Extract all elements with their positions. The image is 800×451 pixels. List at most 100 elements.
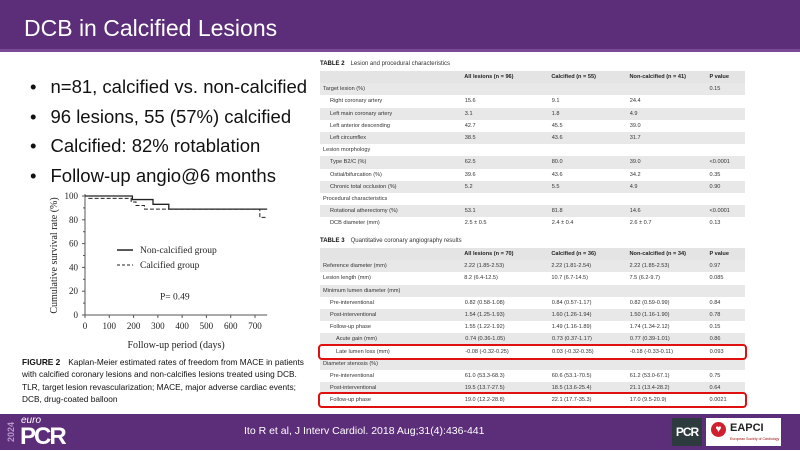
column-header: P value <box>709 251 729 258</box>
bullet-item: 96 lesions, 55 (57%) calcified <box>30 106 307 136</box>
x-tick-label: 500 <box>200 321 214 331</box>
x-tick-label: 100 <box>103 321 117 331</box>
table-cell: 2.22 (1.81-2.54) <box>551 263 592 270</box>
table-header-row: All lesions (n = 96) Calcified (n = 55) No… <box>320 71 745 84</box>
table-cell: 0.75 <box>709 372 721 379</box>
y-tick-label: 60 <box>69 239 79 249</box>
table-cell: 2.6 ± 0.7 <box>629 220 652 227</box>
table-3: TABLE 3 Quantitative coronary angiography… <box>318 238 747 409</box>
table-cell: 0.64 <box>709 385 721 392</box>
table-cell: 42.7 <box>464 122 476 129</box>
table-cell: 2.4 ± 0.4 <box>551 220 574 227</box>
table-cell: 19.5 (13.7-27.5) <box>464 385 505 392</box>
caption-text: Kaplan-Meier estimated rates of freedom … <box>22 357 304 405</box>
series-line-calcified <box>85 195 268 218</box>
table-row: Lesion morphology <box>320 144 745 156</box>
table-cell: Pre-interventional <box>330 299 374 306</box>
eapci-subtitle: European Society of Cardiology <box>730 437 780 441</box>
table-cell: 5.5 <box>551 183 560 190</box>
table-caption: TABLE 2 Lesion and procedural characteris… <box>320 61 745 71</box>
table-cell: Follow-up phase <box>330 397 372 404</box>
table-cell: 0.73 (0.37-1.17) <box>552 336 592 343</box>
table-cell: Lesion length (mm) <box>323 275 371 282</box>
table-cell: Ostial/bifurcation (%) <box>330 171 382 178</box>
table-cell: 0.15 <box>709 86 721 93</box>
table-cell: 1.50 (1.16-1.90) <box>629 312 670 319</box>
table-row: Post-interventional 1.54 (1.25-1.93) 1.60 … <box>320 308 745 322</box>
table-cell: 60.6 (53.1-70.5) <box>551 372 592 379</box>
table-cell: 0.78 <box>709 312 721 319</box>
table-label: TABLE 2 <box>320 61 345 67</box>
table-row: Reference diameter (mm) 2.22 (1.85-2.53) 2… <box>320 260 745 273</box>
table-cell: -0.08 (-0.32-0.25) <box>465 348 509 355</box>
table-cell: 53.1 <box>464 208 476 215</box>
table-cell: 8.2 (6.4-12.5) <box>464 275 498 282</box>
table-cell: 2.22 (1.85-2.53) <box>629 263 670 270</box>
table-cell: Left main coronary artery <box>330 110 393 117</box>
table-row: Acute gain (mm) 0.74 (0.36-1.05) 0.73 (0.3… <box>320 333 745 346</box>
table-cell: 0.90 <box>709 183 721 190</box>
table-cell: 9.1 <box>551 98 560 105</box>
table-cell: Post-interventional <box>330 385 377 392</box>
eapci-logo: ♥ EAPCI European Society of Cardiology <box>706 418 781 446</box>
table-row: Minimum lumen diameter (mm) <box>320 284 745 297</box>
table-cell: Procedural characteristics <box>323 195 388 202</box>
p-value-annotation: P= 0.49 <box>160 293 190 303</box>
table-cell: Diameter stenosis (%) <box>323 360 379 367</box>
table-cell: DCB diameter (mm) <box>330 220 380 227</box>
table-cell: 1.74 (1.34-2.12) <box>629 324 670 331</box>
slide-header: DCB in Calcified Lesions <box>0 0 800 52</box>
x-axis-label: Follow-up period (days) <box>127 340 224 351</box>
table-cell: 0.82 (0.59-0.99) <box>629 299 670 306</box>
table-cell: 22.1 (17.7-35.3) <box>551 397 592 404</box>
slide-footer: 2024 euro PCR Ito R et al, J Interv Card… <box>0 414 800 450</box>
table-row: Chronic total occlusion (%) 5.2 5.5 4.9 0.90 <box>320 180 745 193</box>
table-row: Right coronary artery 15.6 9.1 24.4 <box>320 95 745 107</box>
bullet-item: Calcified: 82% rotablation <box>30 135 307 165</box>
table-cell: Rotational atherectomy (%) <box>330 208 398 215</box>
table-row: Late lumen loss (mm) -0.08 (-0.32-0.25) 0.… <box>318 343 747 360</box>
eapci-name: EAPCI <box>730 422 764 434</box>
table-cell: 81.8 <box>551 208 563 215</box>
pcr-badge-logo: PCR <box>672 418 702 446</box>
kaplan-meier-chart: 0 20 40 60 80 100 0 100 200 300 400 500 600 700 Follow… <box>49 191 268 351</box>
table-row: Pre-interventional 0.82 (0.58-1.08) 0.84 (… <box>320 297 745 309</box>
table-cell: Type B2/C (%) <box>330 159 367 166</box>
table-cell: Acute gain (mm) <box>336 336 378 343</box>
table-row: Type B2/C (%) 62.5 80.0 39.0 <0.0001 <box>320 156 745 169</box>
table-row: Target lesion (%) 0.15 <box>320 83 745 96</box>
table-cell: 3.1 <box>464 110 473 117</box>
table-row: Pre-interventional 61.0 (53.3-68.3) 60.6 (… <box>320 370 745 382</box>
table-cell: 5.2 <box>464 183 473 190</box>
table-cell: 0.093 <box>709 348 724 355</box>
logo-euro-text: euro <box>21 415 42 426</box>
table-cell: <0.0001 <box>709 159 730 166</box>
column-header: Non-calcified (n = 34) <box>629 251 686 258</box>
table-cell: 0.97 <box>709 263 721 270</box>
table-cell: 0.84 (0.57-1.17) <box>551 299 592 306</box>
table-cell: 0.74 (0.36-1.05) <box>465 336 506 343</box>
table-cell: 39.0 <box>629 159 641 166</box>
series-line-non-calcified <box>85 195 268 210</box>
y-tick-label: 20 <box>69 286 79 296</box>
table-cell: 80.0 <box>551 159 563 166</box>
table-cell: 0.085 <box>709 275 724 282</box>
table-cell: 43.6 <box>551 135 563 142</box>
table-cell: 38.5 <box>464 135 476 142</box>
table-cell: <0.0001 <box>709 208 730 215</box>
table-cell: 18.5 (13.6-25.4) <box>551 385 592 392</box>
table-cell: Lesion morphology <box>323 147 371 154</box>
table-title: Lesion and procedural characteristics <box>350 61 450 67</box>
heart-icon: ♥ <box>711 422 726 437</box>
table-cell: 0.86 <box>709 336 721 343</box>
bullet-list: n=81, calcified vs. non-calcified 96 les… <box>30 76 307 194</box>
table-row: Diameter stenosis (%) <box>320 357 745 370</box>
table-label: TABLE 3 <box>320 238 345 244</box>
table-cell: Post-interventional <box>330 312 377 319</box>
table-cell: 0.13 <box>709 220 721 227</box>
table-cell: 15.6 <box>464 98 476 105</box>
table-cell: 0.77 (0.39-1.01) <box>629 336 670 343</box>
table-title: Quantitative coronary angiography result… <box>350 238 462 244</box>
x-tick-label: 700 <box>248 321 262 331</box>
table-cell: 14.6 <box>629 208 641 215</box>
